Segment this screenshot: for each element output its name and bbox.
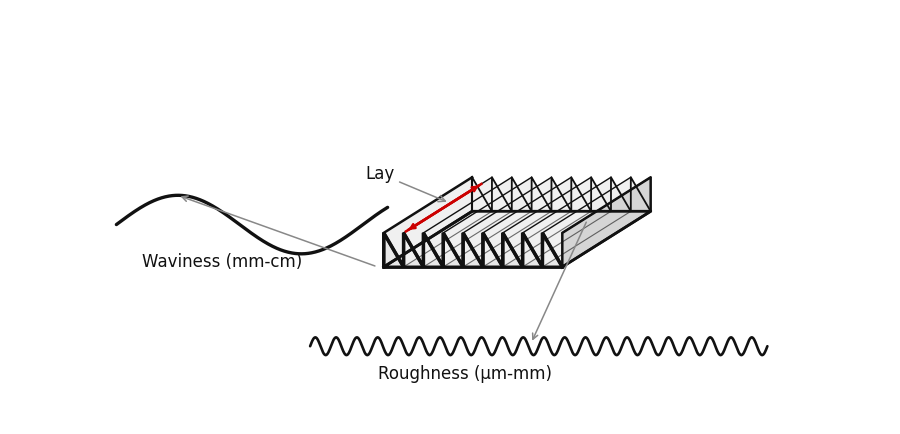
Text: Roughness (μm-mm): Roughness (μm-mm): [378, 365, 552, 382]
Polygon shape: [503, 177, 611, 267]
Polygon shape: [383, 177, 492, 267]
Text: Waviness (mm-cm): Waviness (mm-cm): [142, 253, 302, 271]
Polygon shape: [423, 177, 532, 267]
Text: Lay: Lay: [365, 164, 446, 202]
Polygon shape: [464, 177, 572, 267]
Polygon shape: [543, 177, 651, 267]
Polygon shape: [562, 177, 651, 267]
Polygon shape: [444, 177, 552, 267]
Polygon shape: [383, 233, 562, 267]
Polygon shape: [523, 177, 631, 267]
Polygon shape: [483, 177, 591, 267]
Polygon shape: [403, 177, 512, 267]
